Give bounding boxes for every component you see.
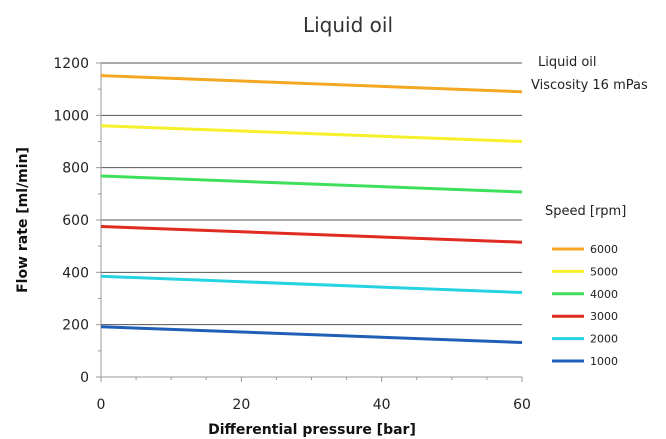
series-lines (100, 74, 523, 344)
x-axis-ticks: 0 20 40 60 (97, 377, 531, 413)
y-tick-label: 0 (80, 370, 89, 386)
x-axis-label: Differential pressure [bar] (208, 422, 416, 438)
y-tick-label: 200 (62, 318, 89, 334)
y-axis-label: Flow rate [ml/min] (15, 147, 31, 293)
y-tick-label: 1000 (53, 108, 89, 124)
series-line-2000 (100, 274, 523, 294)
series-line-4000 (100, 174, 523, 194)
legend-label-6000: 6000 (590, 243, 618, 256)
series-line-6000 (100, 74, 523, 94)
chart-title: Liquid oil (303, 13, 393, 37)
legend: 6000 5000 4000 3000 2000 1000 (552, 243, 618, 368)
annotation-viscosity: Viscosity 16 mPas (531, 78, 648, 93)
legend-label-4000: 4000 (590, 288, 618, 301)
series-line-3000 (100, 225, 523, 244)
series-line-5000 (100, 124, 523, 143)
legend-label-5000: 5000 (590, 265, 618, 278)
legend-title: Speed [rpm] (545, 204, 626, 219)
legend-label-1000: 1000 (590, 355, 618, 368)
x-tick-label: 0 (97, 397, 106, 413)
y-tick-label: 400 (62, 265, 89, 281)
gridlines (101, 62, 522, 326)
legend-label-3000: 3000 (590, 310, 618, 323)
y-tick-label: 1200 (53, 56, 89, 72)
y-axis-ticks: 0 200 400 600 800 1000 1200 (53, 56, 101, 386)
y-tick-label: 800 (62, 161, 89, 177)
annotation-fluid: Liquid oil (538, 55, 597, 70)
x-tick-label: 20 (232, 397, 250, 413)
y-tick-label: 600 (62, 213, 89, 229)
x-tick-label: 40 (373, 397, 391, 413)
x-tick-label: 60 (513, 397, 531, 413)
legend-label-2000: 2000 (590, 333, 618, 346)
series-line-1000 (100, 325, 523, 344)
